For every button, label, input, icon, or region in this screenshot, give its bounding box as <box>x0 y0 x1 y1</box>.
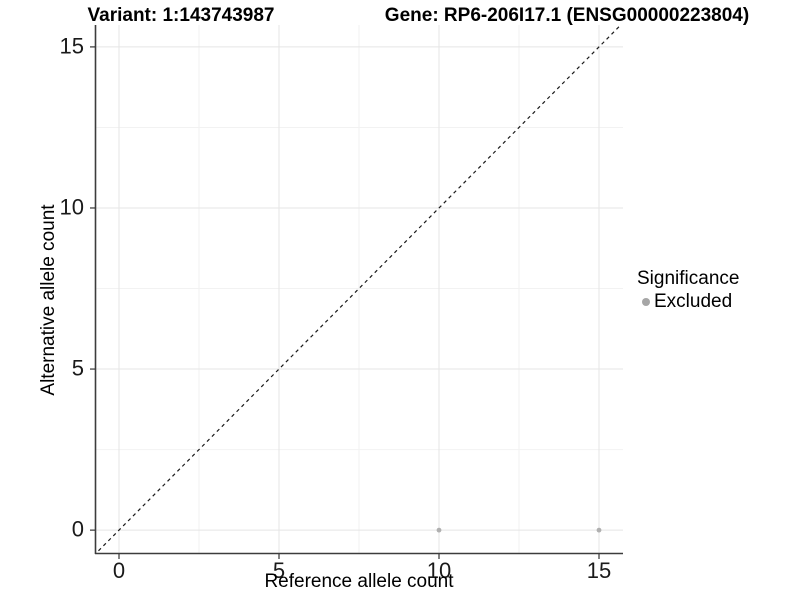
y-axis-title: Alternative allele count <box>38 204 59 396</box>
major-gridlines <box>95 25 623 553</box>
x-tick-label: 0 <box>112 558 126 583</box>
minor-gridlines <box>95 25 623 553</box>
x-tick-label: 10 <box>426 558 452 583</box>
data-point <box>436 527 442 533</box>
x-tick-label: 5 <box>272 558 286 583</box>
identity-dashed-line <box>95 25 622 553</box>
legend-item-excluded: Excluded <box>637 291 739 313</box>
axis-tick-marks <box>90 46 600 559</box>
data-point <box>596 527 602 533</box>
legend-item-label: Excluded <box>654 291 733 312</box>
legend: Significance Excluded <box>637 268 739 313</box>
plot-title-gene: Gene: RP6-206I17.1 (ENSG00000223804) <box>384 5 750 26</box>
data-points <box>436 527 602 533</box>
y-tick-label: 0 <box>71 516 84 542</box>
excluded-point-icon <box>641 298 650 306</box>
legend-title: Significance <box>637 268 740 289</box>
plot-title-variant: Variant: 1:143743987 <box>87 5 275 26</box>
legend-key <box>637 294 654 311</box>
x-tick-label: 15 <box>586 558 612 583</box>
y-tick-label: 15 <box>59 33 84 59</box>
y-tick-label: 5 <box>71 355 84 381</box>
x-axis-title: Reference allele count <box>264 571 454 592</box>
y-tick-label: 10 <box>59 194 84 220</box>
